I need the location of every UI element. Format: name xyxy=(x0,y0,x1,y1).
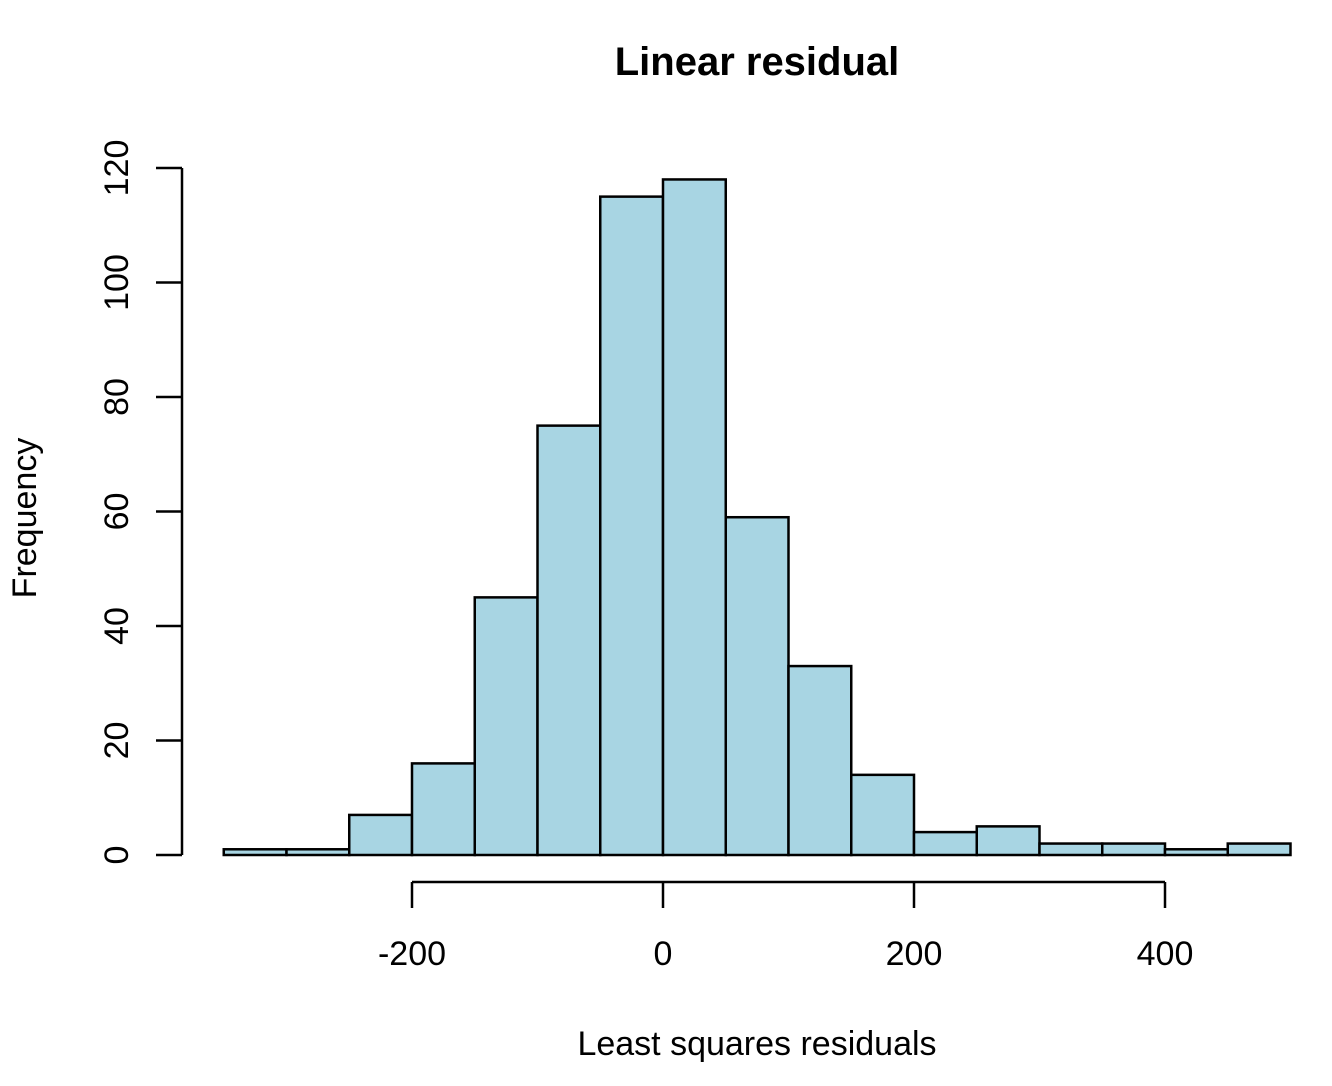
x-tick-label: 400 xyxy=(1137,935,1194,973)
y-axis: 0 20 40 60 80 100 120 xyxy=(98,140,184,865)
y-tick-label: 0 xyxy=(98,846,136,865)
y-tick-label: 60 xyxy=(98,493,136,531)
histogram-bar xyxy=(348,813,414,857)
x-axis-label: Least squares residuals xyxy=(577,1025,936,1063)
histogram-bar xyxy=(661,178,727,857)
y-tick-label: 40 xyxy=(98,607,136,645)
histogram-bar xyxy=(410,762,476,857)
y-tick-label: 100 xyxy=(98,254,136,311)
histogram-bar xyxy=(222,848,288,857)
histogram-bar xyxy=(536,424,602,857)
x-tick-label: -200 xyxy=(378,935,446,973)
histogram-bar xyxy=(787,664,853,857)
histogram-bar xyxy=(912,830,978,857)
histogram-bars xyxy=(222,178,1292,857)
histogram-bar xyxy=(1226,842,1292,857)
x-tick-label: 200 xyxy=(886,935,943,973)
chart-title: Linear residual xyxy=(615,40,900,84)
y-axis-label: Frequency xyxy=(6,438,44,599)
histogram-bar xyxy=(975,825,1041,857)
histogram-bar xyxy=(850,773,916,857)
histogram-bar xyxy=(1038,842,1104,857)
y-tick-label: 20 xyxy=(98,722,136,760)
y-tick-label: 80 xyxy=(98,378,136,416)
histogram-bar xyxy=(473,596,539,857)
histogram-bar xyxy=(285,848,351,857)
histogram-bar xyxy=(599,195,665,857)
x-axis: -200 0 200 400 xyxy=(378,880,1194,973)
histogram-bar xyxy=(1163,848,1229,857)
y-tick-label: 120 xyxy=(98,140,136,197)
x-tick-label: 0 xyxy=(654,935,673,973)
histogram-bar xyxy=(1101,842,1167,857)
histogram-bar xyxy=(724,515,790,857)
